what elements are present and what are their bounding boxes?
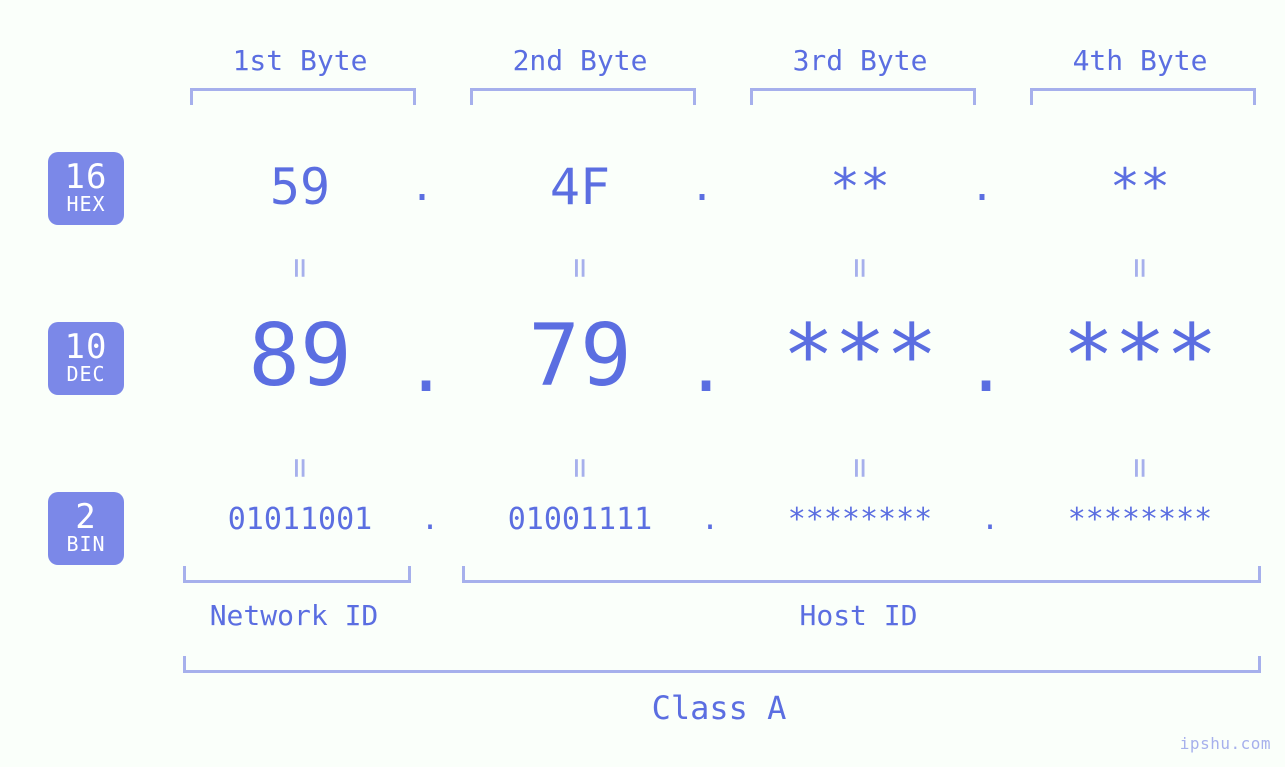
eq-icon: = — [560, 258, 600, 278]
bin-dot-3: . — [980, 502, 1000, 537]
eq-icon: = — [280, 258, 320, 278]
class-label: Class A — [183, 692, 1255, 724]
byte-header-4: 4th Byte — [1020, 44, 1260, 77]
dec-byte-2: 79 — [460, 306, 700, 406]
badge-bin-lbl: BIN — [48, 534, 124, 555]
diagram-stage: 1st Byte 2nd Byte 3rd Byte 4th Byte 16 H… — [0, 0, 1285, 767]
class-bracket — [183, 656, 1261, 673]
badge-bin: 2 BIN — [48, 492, 124, 565]
eq-icon: = — [1120, 258, 1160, 278]
eq-icon: = — [560, 458, 600, 478]
eq-icon: = — [840, 258, 880, 278]
bin-dot-2: . — [700, 502, 720, 537]
bin-byte-4: ******** — [1010, 502, 1270, 537]
eq-icon: = — [840, 458, 880, 478]
dec-byte-3: *** — [740, 306, 980, 406]
bin-byte-1: 01011001 — [170, 502, 430, 537]
hex-byte-3: ** — [740, 158, 980, 216]
hex-byte-2: 4F — [460, 158, 700, 216]
bin-byte-3: ******** — [730, 502, 990, 537]
badge-dec-lbl: DEC — [48, 364, 124, 385]
dec-dot-3: . — [965, 326, 995, 408]
byte-bracket-2 — [470, 88, 696, 105]
hex-byte-4: ** — [1020, 158, 1260, 216]
byte-header-1: 1st Byte — [180, 44, 420, 77]
bin-byte-2: 01001111 — [450, 502, 710, 537]
hex-dot-2: . — [690, 164, 710, 210]
watermark: ipshu.com — [1180, 734, 1271, 753]
dec-dot-1: . — [405, 326, 435, 408]
network-bracket — [183, 566, 411, 583]
byte-header-2: 2nd Byte — [460, 44, 700, 77]
badge-dec: 10 DEC — [48, 322, 124, 395]
network-id-label: Network ID — [183, 602, 405, 630]
host-id-label: Host ID — [462, 602, 1255, 630]
dec-dot-2: . — [685, 326, 715, 408]
badge-hex: 16 HEX — [48, 152, 124, 225]
hex-dot-3: . — [970, 164, 990, 210]
dec-byte-4: *** — [1020, 306, 1260, 406]
hex-dot-1: . — [410, 164, 430, 210]
badge-hex-num: 16 — [48, 160, 124, 196]
badge-hex-lbl: HEX — [48, 194, 124, 215]
bin-dot-1: . — [420, 502, 440, 537]
eq-icon: = — [280, 458, 320, 478]
dec-byte-1: 89 — [180, 306, 420, 406]
host-bracket — [462, 566, 1261, 583]
eq-icon: = — [1120, 458, 1160, 478]
byte-bracket-3 — [750, 88, 976, 105]
byte-bracket-4 — [1030, 88, 1256, 105]
byte-bracket-1 — [190, 88, 416, 105]
badge-bin-num: 2 — [48, 500, 124, 536]
hex-byte-1: 59 — [180, 158, 420, 216]
byte-header-3: 3rd Byte — [740, 44, 980, 77]
badge-dec-num: 10 — [48, 330, 124, 366]
